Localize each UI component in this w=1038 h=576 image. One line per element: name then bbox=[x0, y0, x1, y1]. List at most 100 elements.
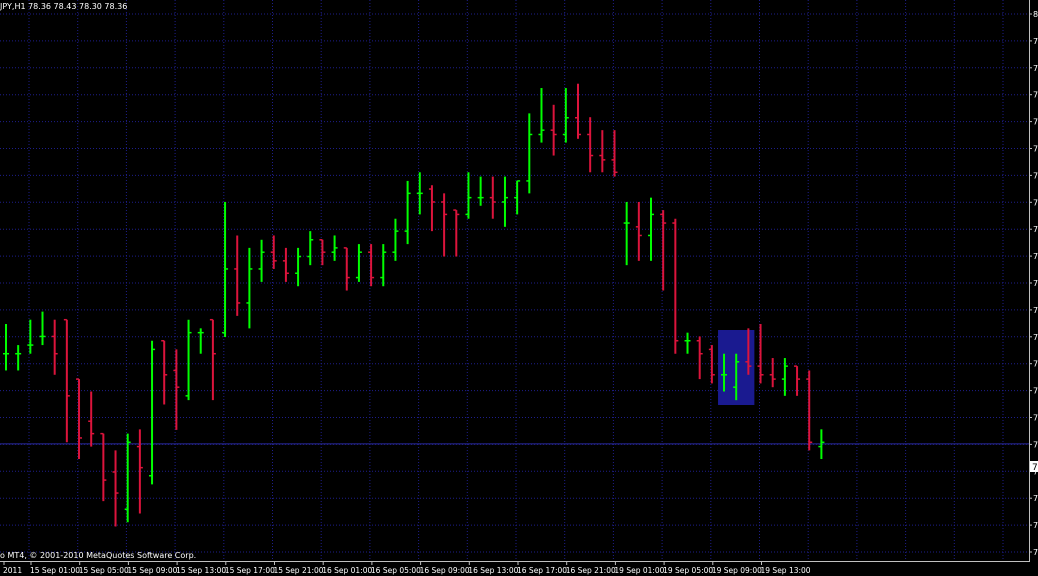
ohlc-bar bbox=[112, 450, 119, 527]
time-tick-label: 15 Sep 05:00 bbox=[79, 566, 129, 575]
price-tick-label: 7 bbox=[1033, 494, 1038, 503]
copyright-text: o MT4, © 2001-2010 MetaQuotes Software C… bbox=[0, 551, 197, 560]
price-tick-label: 7 bbox=[1033, 360, 1038, 369]
ohlc-bar bbox=[331, 235, 338, 261]
ohlc-bar bbox=[526, 113, 533, 194]
ohlc-readout: 78.36 78.43 78.30 78.36 bbox=[28, 2, 128, 11]
ohlc-bar bbox=[721, 353, 728, 392]
ohlc-bar bbox=[550, 104, 557, 156]
time-tick-label: 15 Sep 17:00 bbox=[225, 566, 275, 575]
price-tick-label: 7 bbox=[1033, 414, 1038, 423]
ohlc-bar bbox=[307, 231, 314, 266]
ohlc-bar bbox=[684, 332, 691, 354]
time-tick-label: 19 Sep 01:00 bbox=[614, 566, 664, 575]
ohlc-bar bbox=[380, 244, 387, 287]
time-tick-label: 16 Sep 21:00 bbox=[566, 566, 616, 575]
ohlc-bar bbox=[648, 197, 655, 261]
ohlc-bar bbox=[696, 336, 703, 380]
ohlc-bar bbox=[209, 318, 216, 401]
price-bars bbox=[3, 83, 825, 527]
ohlc-bar bbox=[161, 340, 168, 405]
price-tick-label: 7 bbox=[1033, 252, 1038, 261]
ohlc-bar bbox=[222, 201, 229, 337]
price-tick-label: 7 bbox=[1033, 198, 1038, 207]
ohlc-bar bbox=[27, 319, 34, 354]
time-tick-label: 15 Sep 21:00 bbox=[274, 566, 324, 575]
ohlc-bar bbox=[319, 239, 326, 266]
time-tick-label: 16 Sep 05:00 bbox=[371, 566, 421, 575]
time-tick-label: 15 Sep 01:00 bbox=[30, 566, 80, 575]
ohlc-bar bbox=[733, 353, 740, 401]
ohlc-bar bbox=[623, 201, 630, 266]
ohlc-bar bbox=[51, 319, 58, 375]
price-tick-label: 8 bbox=[1033, 10, 1038, 19]
ohlc-bar bbox=[76, 378, 83, 460]
ohlc-bar bbox=[574, 83, 581, 139]
ohlc-bar bbox=[416, 172, 423, 215]
ohlc-bar bbox=[258, 239, 265, 282]
price-tick-label: 7 bbox=[1033, 548, 1038, 557]
ohlc-bar bbox=[477, 176, 484, 206]
price-tick-label: 7 bbox=[1033, 37, 1038, 46]
ohlc-bar bbox=[501, 176, 508, 227]
ohlc-bar bbox=[587, 117, 594, 173]
ohlc-bar bbox=[295, 247, 302, 287]
time-tick-label: 16 Sep 17:00 bbox=[517, 566, 567, 575]
ohlc-bar bbox=[270, 235, 277, 269]
axes bbox=[0, 0, 1030, 562]
ohlc-bar bbox=[392, 218, 399, 261]
ohlc-bar bbox=[234, 235, 241, 316]
price-tick-label: 7 bbox=[1033, 440, 1038, 449]
ohlc-bar bbox=[15, 345, 22, 371]
ohlc-bar bbox=[611, 130, 618, 177]
price-tick-label: 7 bbox=[1033, 118, 1038, 127]
chart-header: JPY,H1 78.36 78.43 78.30 78.36 bbox=[0, 2, 127, 11]
ohlc-bar bbox=[806, 370, 813, 451]
ohlc-bar bbox=[453, 209, 460, 257]
price-tick-label: 7 bbox=[1033, 279, 1038, 288]
ohlc-bar bbox=[428, 185, 435, 232]
ohlc-bar bbox=[635, 201, 642, 261]
price-tick-label: 7 bbox=[1033, 575, 1038, 576]
time-tick-label: 2011 bbox=[3, 566, 22, 575]
ohlc-bar bbox=[781, 358, 788, 396]
price-tick-label: 7 bbox=[1033, 521, 1038, 530]
ohlc-bar bbox=[489, 176, 496, 219]
price-axis-labels: 8 7 7 7 7 7 7 7 7 7 7 7 7 7 7 7 7 7 7 7 7 7 bbox=[1029, 10, 1038, 576]
ohlc-bar bbox=[100, 432, 107, 502]
current-price-marker: 7 bbox=[1030, 461, 1038, 473]
ohlc-bar bbox=[136, 429, 143, 514]
ohlc-bar bbox=[660, 210, 667, 291]
price-tick-label: 7 bbox=[1033, 91, 1038, 100]
ohlc-bar bbox=[404, 180, 411, 245]
ohlc-bar bbox=[124, 433, 131, 523]
ohlc-bar bbox=[599, 130, 606, 173]
price-tick-label: 7 bbox=[1033, 145, 1038, 154]
ohlc-bar bbox=[769, 358, 776, 388]
ohlc-bar bbox=[197, 328, 204, 354]
symbol-label: JPY,H1 bbox=[0, 2, 26, 11]
ohlc-bar bbox=[246, 247, 253, 329]
price-tick-label: 7 bbox=[1033, 171, 1038, 180]
ohlc-bar bbox=[538, 88, 545, 143]
ohlc-bar bbox=[514, 180, 521, 215]
ohlc-bar bbox=[39, 311, 46, 346]
price-tick-label: 7 bbox=[1033, 64, 1038, 73]
ohlc-bar bbox=[441, 193, 448, 257]
time-tick-label: 15 Sep 09:00 bbox=[127, 566, 177, 575]
ohlc-bar bbox=[818, 429, 825, 460]
ohlc-bar bbox=[173, 349, 180, 430]
ohlc-bar bbox=[368, 244, 375, 287]
current-price-label: 7 bbox=[1032, 463, 1038, 473]
time-tick-label: 19 Sep 09:00 bbox=[712, 566, 762, 575]
price-tick-label: 7 bbox=[1033, 306, 1038, 315]
ohlc-bar bbox=[88, 391, 95, 447]
ohlc-bar bbox=[3, 324, 9, 371]
ohlc-bar bbox=[794, 365, 801, 396]
ohlc-bar bbox=[282, 247, 289, 282]
ohlc-bar bbox=[708, 345, 715, 384]
ohlc-bar bbox=[185, 319, 192, 401]
time-tick-label: 16 Sep 13:00 bbox=[468, 566, 518, 575]
